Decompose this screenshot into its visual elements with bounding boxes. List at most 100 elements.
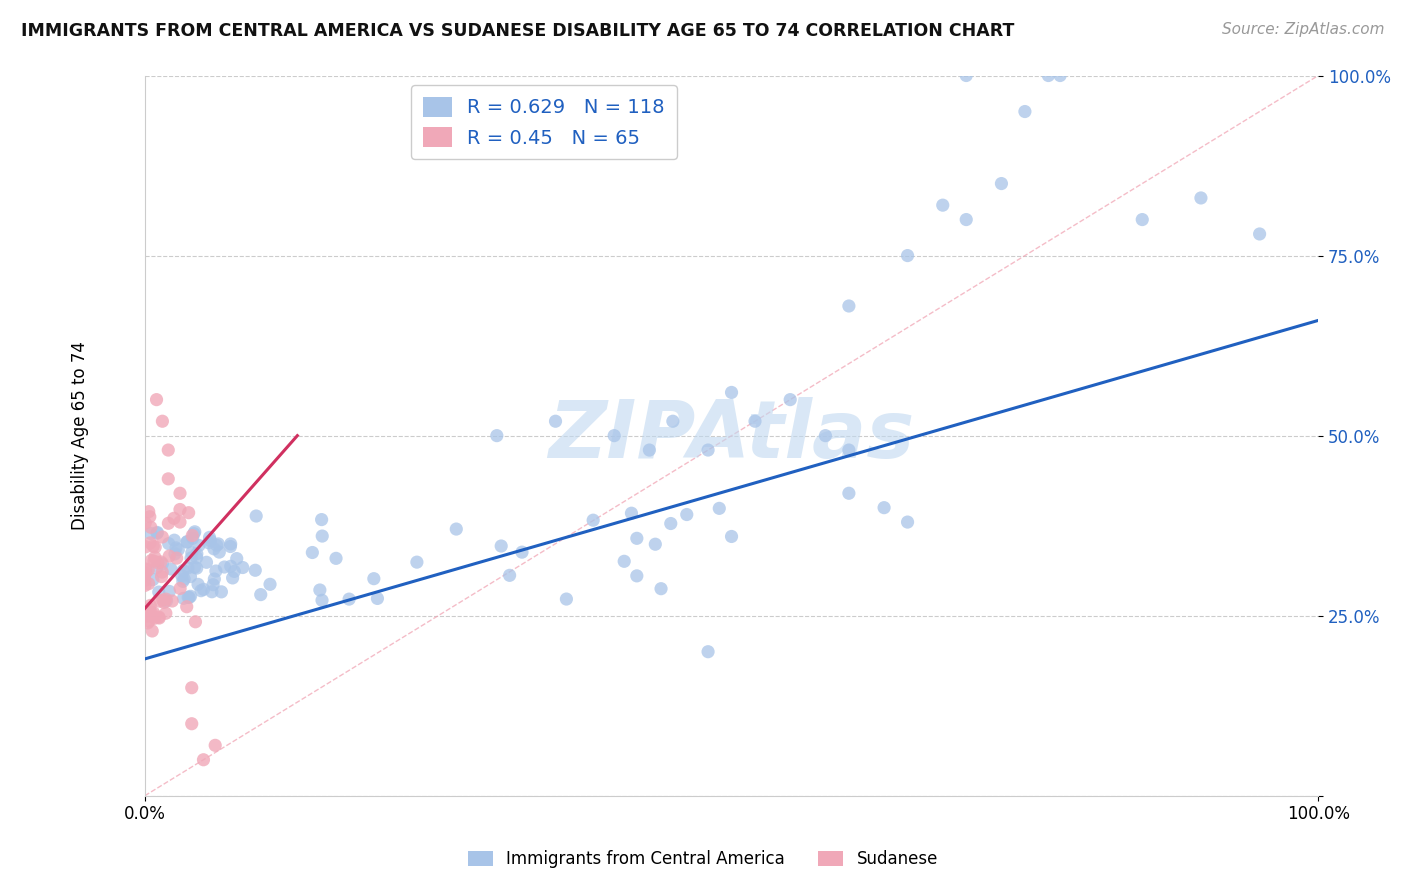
Point (205, 538, 228, 552)
Point (142, 606, 165, 620)
Point (187, 539, 209, 553)
Point (207, 537, 229, 551)
Point (644, 537, 666, 551)
Point (325, 551, 347, 566)
Point (1049, 69, 1071, 83)
Point (720, 385, 742, 400)
Point (148, 585, 170, 599)
Point (180, 551, 202, 566)
Point (145, 392, 167, 407)
Point (141, 553, 163, 567)
Point (337, 592, 360, 607)
Point (544, 414, 567, 428)
Point (134, 605, 156, 619)
Point (135, 540, 157, 554)
Point (510, 545, 533, 559)
Point (202, 577, 225, 591)
Point (172, 574, 194, 589)
Legend: R = 0.629   N = 118, R = 0.45   N = 65: R = 0.629 N = 118, R = 0.45 N = 65 (411, 86, 676, 160)
Point (209, 585, 232, 599)
Point (176, 535, 198, 549)
Point (157, 472, 180, 486)
Point (149, 594, 172, 608)
Point (150, 569, 173, 583)
Point (138, 614, 160, 628)
Point (814, 428, 837, 442)
Point (245, 509, 267, 524)
Point (150, 565, 173, 579)
Point (363, 572, 385, 586)
Point (136, 615, 159, 630)
Point (152, 593, 174, 607)
Point (485, 428, 508, 442)
Point (446, 522, 468, 536)
Point (1038, 69, 1060, 83)
Point (163, 511, 186, 525)
Point (896, 515, 918, 529)
Point (135, 566, 157, 580)
Point (659, 516, 682, 531)
Text: ZIPAtlas: ZIPAtlas (548, 397, 915, 475)
Point (169, 502, 191, 516)
Point (838, 443, 860, 458)
Point (139, 536, 162, 550)
Point (180, 681, 202, 695)
Point (955, 212, 977, 227)
Point (955, 69, 977, 83)
Point (139, 509, 162, 524)
Point (169, 515, 191, 529)
Point (187, 577, 209, 591)
Point (152, 414, 174, 428)
Point (143, 540, 166, 554)
Point (150, 557, 173, 571)
Point (697, 443, 720, 458)
Point (214, 560, 236, 574)
Point (193, 753, 215, 767)
Point (138, 505, 160, 519)
Point (990, 177, 1012, 191)
Point (169, 486, 191, 500)
Point (620, 506, 643, 520)
Point (170, 568, 193, 582)
Point (1014, 104, 1036, 119)
Point (159, 584, 181, 599)
Point (406, 555, 429, 569)
Point (180, 546, 202, 560)
Point (138, 576, 160, 591)
Point (838, 299, 860, 313)
Point (179, 569, 201, 583)
Point (181, 531, 204, 545)
Point (166, 551, 188, 566)
Point (139, 526, 162, 541)
Point (172, 564, 194, 578)
Point (169, 582, 191, 596)
Point (626, 569, 648, 583)
Point (139, 606, 162, 620)
Point (157, 549, 180, 563)
Point (141, 624, 163, 638)
Point (311, 529, 333, 543)
Point (195, 555, 218, 569)
Point (186, 561, 208, 575)
Point (1189, 191, 1212, 205)
Point (219, 559, 242, 574)
Point (650, 582, 672, 596)
Point (308, 582, 330, 597)
Point (143, 550, 166, 565)
Point (224, 565, 246, 579)
Point (165, 541, 187, 555)
Point (138, 601, 160, 615)
Point (167, 542, 190, 557)
Point (177, 506, 200, 520)
Point (155, 606, 177, 620)
Text: Source: ZipAtlas.com: Source: ZipAtlas.com (1222, 22, 1385, 37)
Point (675, 508, 697, 522)
Point (709, 501, 731, 516)
Point (150, 530, 173, 544)
Point (155, 592, 177, 607)
Point (184, 524, 207, 539)
Point (204, 739, 226, 753)
Point (139, 599, 162, 613)
Point (145, 561, 167, 575)
Y-axis label: Disability Age 65 to 74: Disability Age 65 to 74 (72, 342, 89, 530)
